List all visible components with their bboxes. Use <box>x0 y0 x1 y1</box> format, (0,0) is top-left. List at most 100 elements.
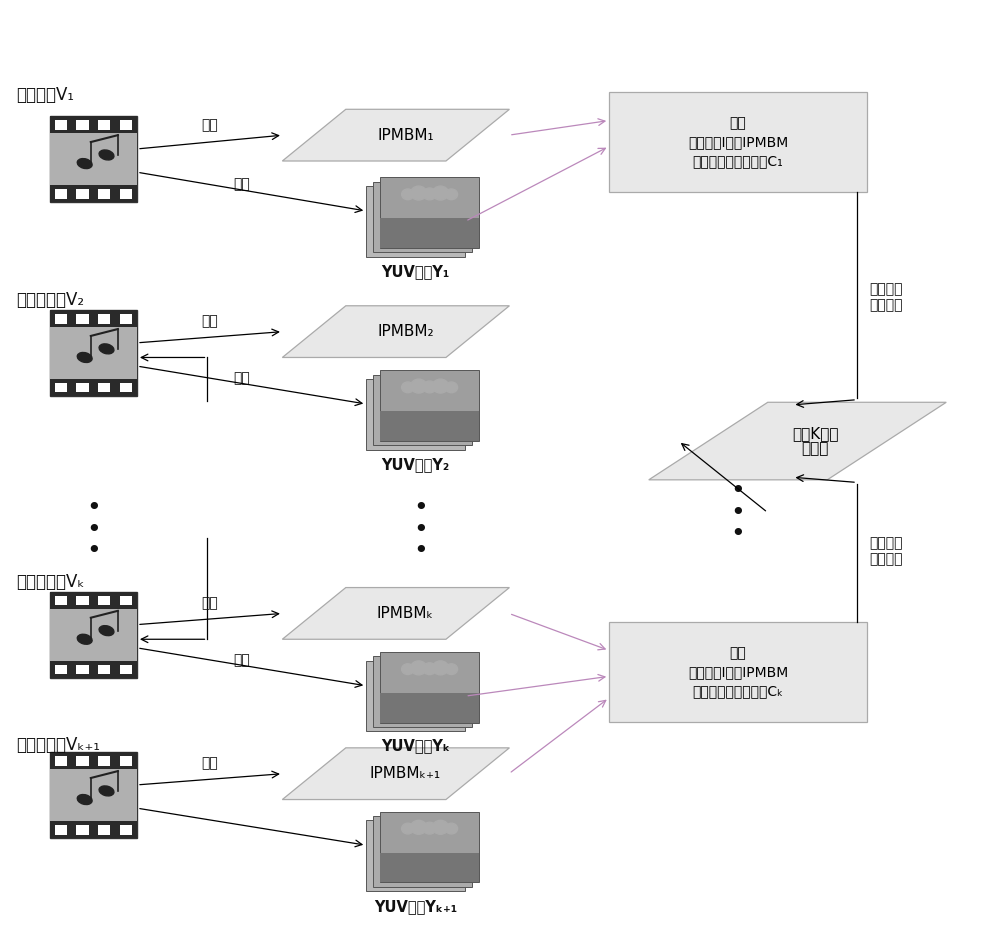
FancyBboxPatch shape <box>50 821 137 839</box>
Text: 输入视频V₁: 输入视频V₁ <box>16 85 74 103</box>
Text: •: • <box>86 517 101 542</box>
Ellipse shape <box>77 634 92 644</box>
Circle shape <box>423 663 436 674</box>
FancyBboxPatch shape <box>55 665 67 674</box>
Text: IPMBMₖ₊₁: IPMBMₖ₊₁ <box>370 766 441 781</box>
FancyBboxPatch shape <box>373 181 472 253</box>
Circle shape <box>411 379 427 393</box>
FancyBboxPatch shape <box>50 379 137 396</box>
FancyBboxPatch shape <box>76 825 89 835</box>
FancyBboxPatch shape <box>609 623 867 721</box>
FancyBboxPatch shape <box>50 116 137 203</box>
Text: 解码: 解码 <box>202 117 218 131</box>
Text: •: • <box>86 497 101 520</box>
Text: •: • <box>731 479 745 503</box>
FancyBboxPatch shape <box>50 310 137 396</box>
Circle shape <box>411 821 427 834</box>
Polygon shape <box>282 109 509 161</box>
Circle shape <box>411 186 427 200</box>
FancyBboxPatch shape <box>76 314 89 324</box>
Circle shape <box>432 379 449 393</box>
FancyBboxPatch shape <box>55 383 67 393</box>
Text: 编码: 编码 <box>233 653 250 667</box>
FancyBboxPatch shape <box>380 370 479 441</box>
Text: IPMBM₂: IPMBM₂ <box>377 324 434 339</box>
Circle shape <box>411 661 427 675</box>
FancyBboxPatch shape <box>55 120 67 130</box>
FancyBboxPatch shape <box>50 185 137 203</box>
Text: YUV序列Yₖ₊₁: YUV序列Yₖ₊₁ <box>374 899 457 914</box>
Text: 重压缩视频Vₖ₊₁: 重压缩视频Vₖ₊₁ <box>16 736 100 754</box>
Text: 除以单帧
宏块数量: 除以单帧 宏块数量 <box>869 282 902 312</box>
FancyBboxPatch shape <box>55 189 67 198</box>
FancyBboxPatch shape <box>98 314 110 324</box>
FancyBboxPatch shape <box>50 116 137 133</box>
FancyBboxPatch shape <box>98 596 110 606</box>
FancyBboxPatch shape <box>98 120 110 130</box>
Text: 不相同的宏块的数量Cₖ: 不相同的宏块的数量Cₖ <box>692 684 784 698</box>
FancyBboxPatch shape <box>55 314 67 324</box>
Text: 平均每个I帧内IPMBM: 平均每个I帧内IPMBM <box>688 135 788 149</box>
FancyBboxPatch shape <box>50 661 137 678</box>
Ellipse shape <box>99 786 114 796</box>
FancyBboxPatch shape <box>380 219 479 248</box>
FancyBboxPatch shape <box>50 752 137 769</box>
Text: 重压缩视频V₂: 重压缩视频V₂ <box>16 291 84 309</box>
FancyBboxPatch shape <box>120 120 132 130</box>
FancyBboxPatch shape <box>373 816 472 886</box>
FancyBboxPatch shape <box>50 769 137 821</box>
Ellipse shape <box>77 794 92 805</box>
FancyBboxPatch shape <box>380 853 479 883</box>
Circle shape <box>402 189 414 200</box>
FancyBboxPatch shape <box>55 596 67 606</box>
FancyBboxPatch shape <box>50 752 137 839</box>
FancyBboxPatch shape <box>366 661 465 731</box>
Circle shape <box>445 664 458 674</box>
FancyBboxPatch shape <box>380 693 479 723</box>
Text: IPMBMₖ: IPMBMₖ <box>377 606 434 621</box>
Text: 组成K维特: 组成K维特 <box>792 425 839 440</box>
Circle shape <box>445 824 458 834</box>
Ellipse shape <box>77 352 92 362</box>
Text: YUV序列Y₁: YUV序列Y₁ <box>382 264 450 279</box>
Text: •: • <box>413 497 428 520</box>
Text: 不相同的宏块的数量C₁: 不相同的宏块的数量C₁ <box>693 154 783 168</box>
FancyBboxPatch shape <box>120 596 132 606</box>
FancyBboxPatch shape <box>98 756 110 765</box>
Circle shape <box>402 382 414 393</box>
Circle shape <box>445 189 458 200</box>
Circle shape <box>445 382 458 393</box>
Text: •: • <box>413 539 428 563</box>
FancyBboxPatch shape <box>76 596 89 606</box>
Polygon shape <box>282 747 509 799</box>
Text: 解码: 解码 <box>202 315 218 329</box>
Polygon shape <box>282 588 509 639</box>
Text: 编码: 编码 <box>233 177 250 192</box>
Text: 征向量: 征向量 <box>802 441 829 456</box>
FancyBboxPatch shape <box>380 811 479 883</box>
Ellipse shape <box>99 150 114 160</box>
Ellipse shape <box>77 159 92 169</box>
Polygon shape <box>282 306 509 358</box>
FancyBboxPatch shape <box>120 383 132 393</box>
Text: •: • <box>731 500 745 525</box>
FancyBboxPatch shape <box>76 756 89 765</box>
FancyBboxPatch shape <box>120 756 132 765</box>
Text: 除以单帧
宏块数量: 除以单帧 宏块数量 <box>869 536 902 566</box>
Circle shape <box>432 661 449 675</box>
FancyBboxPatch shape <box>380 177 479 248</box>
Ellipse shape <box>99 344 114 354</box>
FancyBboxPatch shape <box>120 665 132 674</box>
Circle shape <box>423 188 436 200</box>
Text: 编码: 编码 <box>233 371 250 385</box>
FancyBboxPatch shape <box>50 310 137 328</box>
FancyBboxPatch shape <box>50 592 137 609</box>
FancyBboxPatch shape <box>366 186 465 256</box>
Text: 平均每个I帧内IPMBM: 平均每个I帧内IPMBM <box>688 665 788 679</box>
FancyBboxPatch shape <box>55 756 67 765</box>
FancyBboxPatch shape <box>50 592 137 678</box>
FancyBboxPatch shape <box>120 314 132 324</box>
Text: 计算: 计算 <box>730 116 746 131</box>
Text: 解码: 解码 <box>202 596 218 610</box>
Circle shape <box>432 821 449 834</box>
